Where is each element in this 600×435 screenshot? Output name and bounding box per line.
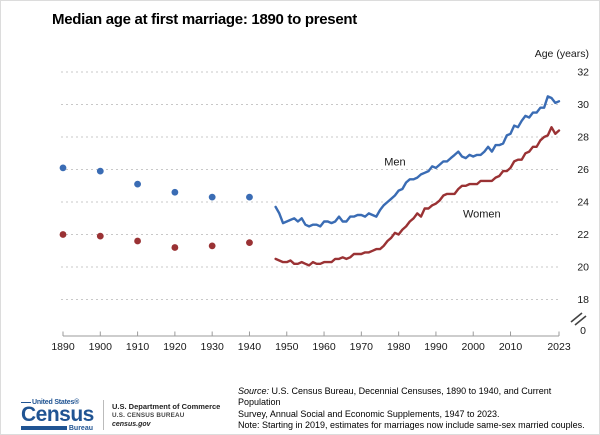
svg-text:1980: 1980 — [387, 341, 411, 353]
svg-text:1900: 1900 — [89, 341, 113, 353]
women-line — [274, 125, 561, 267]
women-series-label: Women — [463, 208, 501, 220]
svg-text:28: 28 — [577, 132, 589, 144]
svg-text:32: 32 — [577, 67, 589, 79]
svg-text:26: 26 — [577, 164, 589, 176]
svg-text:2010: 2010 — [499, 341, 523, 353]
svg-text:24: 24 — [577, 197, 589, 209]
svg-text:Women: Women — [463, 208, 501, 220]
svg-text:1940: 1940 — [238, 341, 262, 353]
logo-rule — [21, 401, 31, 404]
footer: United States® Census Bureau U.S. Depart… — [1, 379, 599, 434]
svg-text:1990: 1990 — [424, 341, 448, 353]
svg-text:30: 30 — [577, 99, 589, 111]
census-logo-wordmark: United States® Census Bureau — [21, 399, 94, 432]
source-line-1: Source: U.S. Census Bureau, Decennial Ce… — [238, 386, 590, 409]
svg-text:0: 0 — [580, 325, 586, 337]
men-series-label: Men — [384, 156, 405, 168]
source-line-2: Survey, Annual Social and Economic Suppl… — [238, 408, 500, 419]
y-axis-title: Age (years) — [535, 48, 589, 60]
svg-text:18: 18 — [577, 294, 589, 306]
svg-text:1970: 1970 — [350, 341, 374, 353]
women-decennial-dots — [59, 231, 253, 251]
svg-text:1920: 1920 — [163, 341, 187, 353]
svg-text:22: 22 — [577, 229, 589, 241]
svg-text:2023: 2023 — [547, 341, 571, 353]
logo-bar — [21, 426, 67, 431]
men-decennial-dots — [59, 164, 253, 201]
logo-census-text: Census — [21, 403, 94, 426]
svg-text:1960: 1960 — [312, 341, 336, 353]
y-axis-labels: 32 30 28 26 24 22 20 18 — [577, 67, 589, 307]
axis-break-icon: 0 — [570, 312, 587, 337]
x-axis-labels: 1890 1900 1910 1920 1930 1940 1950 1960 1970 1980… — [51, 341, 571, 353]
agency-text-block: U.S. Department of Commerce U.S. CENSUS … — [112, 402, 220, 429]
logo-divider — [103, 400, 104, 431]
x-axis — [62, 331, 560, 337]
svg-text:2000: 2000 — [462, 341, 486, 353]
men-line — [274, 95, 561, 228]
source-text-1: U.S. Census Bureau, Decennial Censuses, … — [238, 386, 552, 408]
svg-text:1890: 1890 — [51, 341, 75, 353]
svg-text:20: 20 — [577, 262, 589, 274]
svg-text:1930: 1930 — [200, 341, 224, 353]
agency-census-bureau-line: U.S. CENSUS BUREAU — [112, 411, 185, 419]
source-note-block: Source: U.S. Census Bureau, Decennial Ce… — [238, 386, 590, 431]
logo-bureau-text: Bureau — [68, 424, 93, 432]
source-label: Source: — [238, 386, 270, 396]
svg-text:Age (years): Age (years) — [535, 48, 589, 60]
agency-commerce-line: U.S. Department of Commerce — [112, 401, 221, 411]
agency-census-gov-line: census.gov — [112, 420, 151, 428]
census-logo: United States® Census Bureau U.S. Depart… — [21, 399, 220, 432]
note-line: Note: Starting in 2019, estimates for ma… — [238, 419, 585, 430]
chart-title: Median age at first marriage: 1890 to pr… — [52, 11, 357, 28]
svg-text:1910: 1910 — [126, 341, 150, 353]
logo-united-states-text: United States® — [32, 399, 80, 406]
chart-plot: Age (years) 32 30 28 26 24 22 20 18 0 1890 1900 1910… — [51, 48, 589, 353]
svg-text:Men: Men — [384, 156, 405, 168]
svg-text:1950: 1950 — [275, 341, 299, 353]
gridlines — [61, 71, 559, 300]
